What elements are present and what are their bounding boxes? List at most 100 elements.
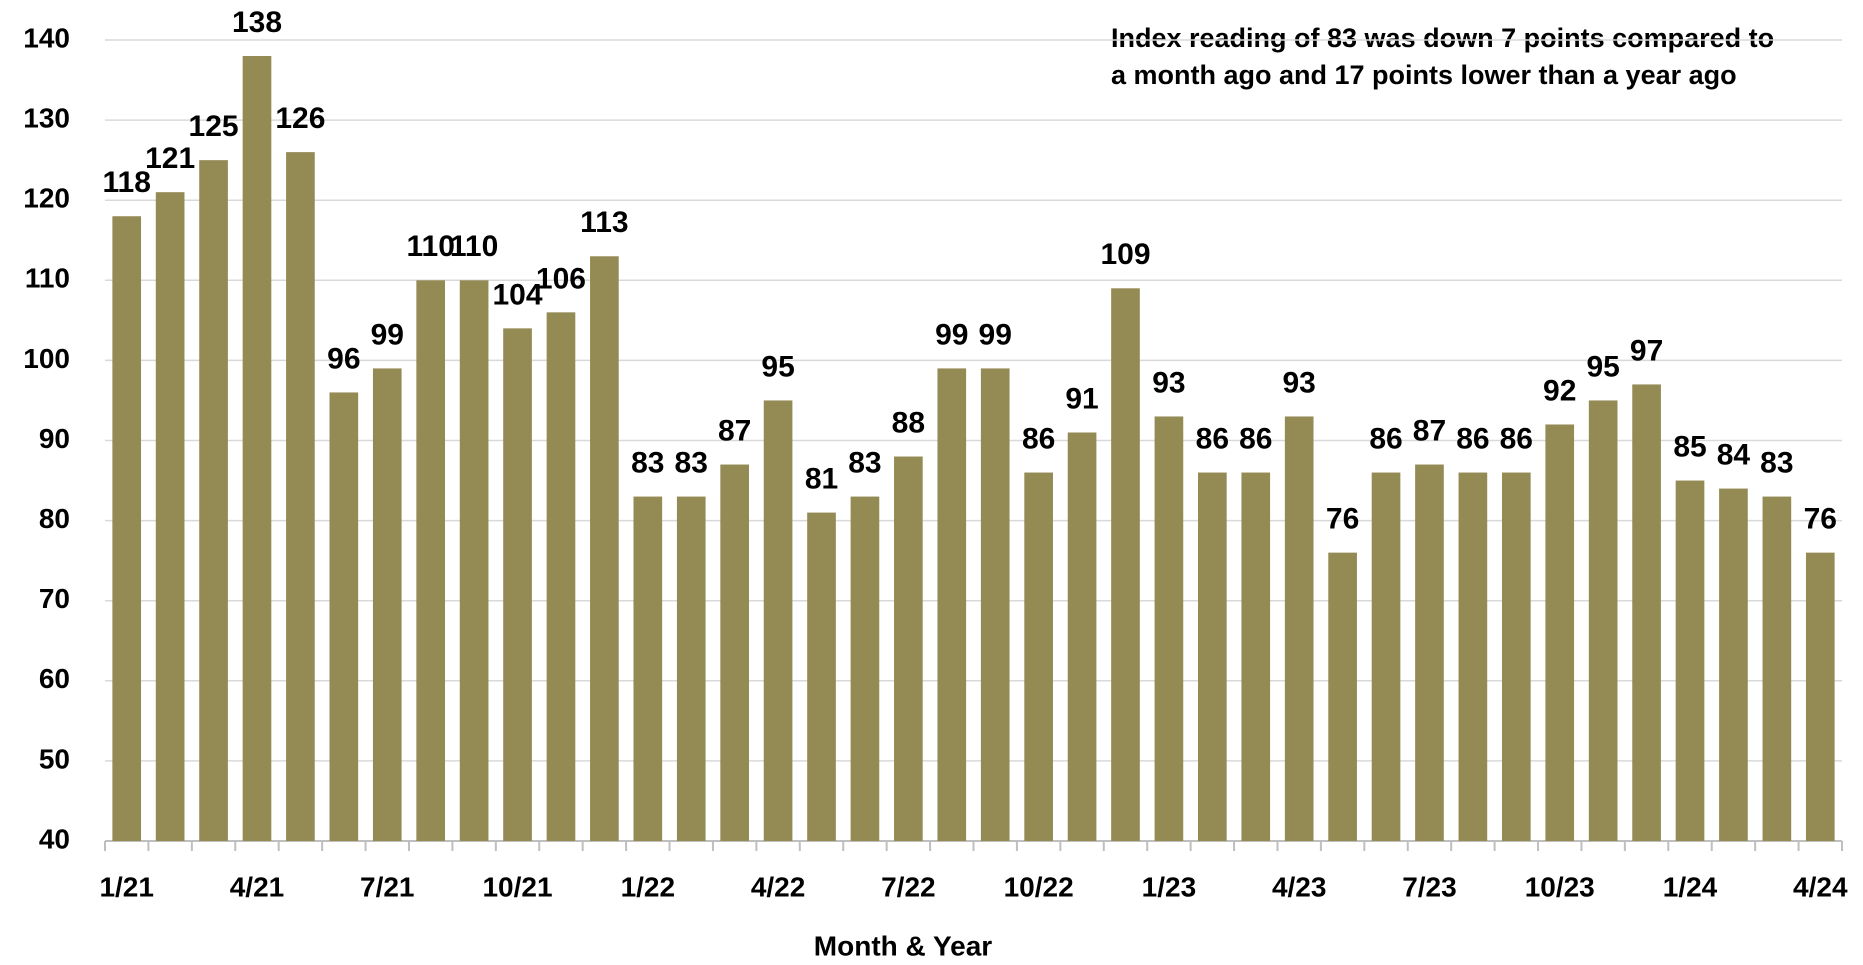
data-label: 99 [935, 318, 968, 351]
x-tick-label: 1/23 [1142, 871, 1197, 902]
y-tick-label: 110 [25, 263, 70, 294]
x-tick-label: 10/22 [1004, 871, 1074, 902]
bar [1459, 473, 1488, 841]
annotation: a month ago and 17 points lower than a y… [1111, 60, 1737, 90]
x-tick-label: 10/21 [482, 871, 552, 902]
data-label: 109 [1100, 238, 1150, 271]
bar [460, 280, 489, 841]
data-label: 87 [1413, 414, 1446, 447]
data-label: 106 [536, 262, 586, 295]
data-label: 91 [1065, 382, 1098, 415]
bar [1502, 473, 1531, 841]
x-tick-label: 1/22 [621, 871, 676, 902]
bar [633, 497, 662, 841]
bar [156, 192, 185, 841]
data-label: 110 [450, 230, 498, 263]
bar [677, 497, 706, 841]
y-tick-label: 80 [39, 503, 70, 534]
bar [1719, 489, 1748, 841]
data-label: 118 [103, 166, 151, 199]
data-label: 83 [631, 446, 664, 479]
bar [720, 465, 749, 841]
bar [1806, 553, 1835, 841]
bar [764, 400, 793, 841]
bar [373, 368, 402, 841]
bar [807, 513, 836, 841]
y-tick-label: 40 [39, 823, 70, 854]
x-tick-label: 7/21 [360, 871, 415, 902]
data-label: 93 [1283, 366, 1316, 399]
y-tick-label: 140 [23, 22, 70, 53]
bar [112, 216, 141, 841]
data-label: 110 [406, 230, 454, 263]
bar [1111, 288, 1140, 841]
bar [1545, 424, 1574, 841]
data-label: 99 [371, 318, 404, 351]
y-tick-label: 130 [23, 102, 70, 133]
x-tick-label: 1/21 [99, 871, 154, 902]
bar [199, 160, 228, 841]
data-label: 83 [675, 446, 708, 479]
data-label: 87 [718, 414, 751, 447]
bar [590, 256, 619, 841]
bar [1763, 497, 1792, 841]
bar [286, 152, 315, 841]
x-tick-label: 4/22 [751, 871, 806, 902]
data-label: 85 [1673, 430, 1706, 463]
bar [547, 312, 576, 841]
bar [1328, 553, 1357, 841]
bar [1241, 473, 1270, 841]
bar [894, 457, 923, 841]
chart: Index reading of 83 was down 7 points co… [0, 0, 1863, 965]
data-label: 86 [1022, 422, 1055, 455]
data-label: 96 [327, 342, 360, 375]
y-tick-label: 100 [23, 343, 70, 374]
bar [937, 368, 966, 841]
bar [981, 368, 1010, 841]
annotation: Index reading of 83 was down 7 points co… [1111, 23, 1774, 53]
data-label: 83 [1760, 446, 1793, 479]
data-label: 83 [848, 446, 881, 479]
y-tick-label: 120 [23, 183, 70, 214]
bar [330, 392, 359, 841]
x-tick-label: 7/23 [1402, 871, 1457, 902]
data-label: 88 [892, 406, 925, 439]
bar [1155, 416, 1184, 841]
x-tick-label: 1/24 [1663, 871, 1718, 902]
data-label: 84 [1717, 438, 1751, 471]
bar [243, 56, 272, 841]
x-axis-title: Month & Year [814, 930, 993, 961]
x-tick-label: 4/24 [1793, 871, 1848, 902]
bar [851, 497, 880, 841]
data-label: 86 [1369, 422, 1402, 455]
bar [503, 328, 532, 841]
data-label: 97 [1630, 334, 1663, 367]
y-tick-label: 70 [39, 583, 70, 614]
bar [1372, 473, 1401, 841]
bar [1589, 400, 1618, 841]
data-label: 125 [189, 110, 239, 143]
bar [1024, 473, 1053, 841]
y-tick-label: 50 [39, 743, 70, 774]
data-label: 76 [1804, 503, 1837, 536]
bar [1415, 465, 1444, 841]
bar [1285, 416, 1314, 841]
data-label: 95 [1586, 350, 1619, 383]
data-label: 113 [580, 206, 628, 239]
data-label: 95 [761, 350, 794, 383]
bar [1632, 384, 1661, 841]
data-label: 86 [1456, 422, 1489, 455]
bar [1198, 473, 1227, 841]
x-tick-label: 4/23 [1272, 871, 1327, 902]
bar [1068, 432, 1097, 841]
y-tick-label: 90 [39, 423, 70, 454]
data-label: 86 [1500, 422, 1533, 455]
data-label: 86 [1196, 422, 1229, 455]
bar [416, 280, 445, 841]
y-tick-label: 60 [39, 663, 70, 694]
data-label: 93 [1152, 366, 1185, 399]
data-label: 86 [1239, 422, 1272, 455]
data-label: 81 [805, 463, 838, 496]
x-tick-label: 10/23 [1525, 871, 1595, 902]
bar [1676, 481, 1705, 841]
